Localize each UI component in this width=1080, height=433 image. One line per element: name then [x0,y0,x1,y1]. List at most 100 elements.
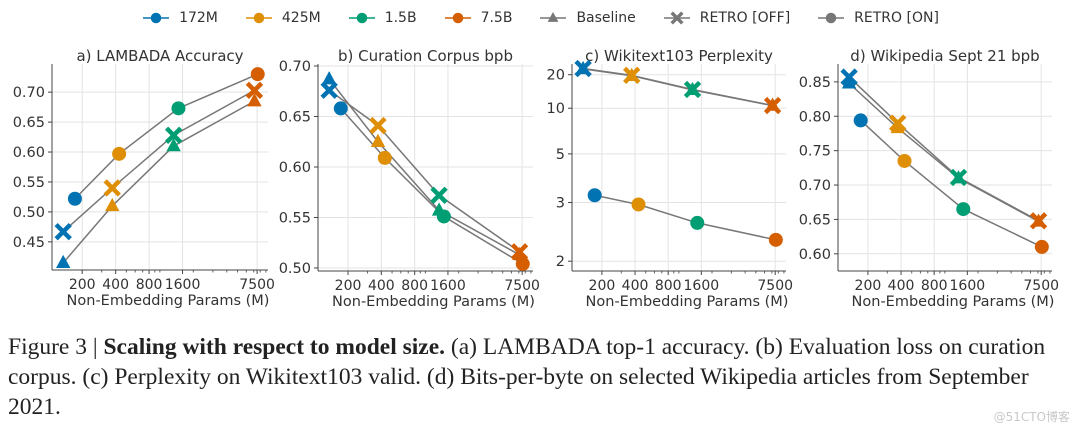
y-tick-label: 5 [556,147,565,163]
x-tick-label: 400 [622,278,649,294]
legend-marker [548,12,559,22]
data-point-x [369,116,387,135]
x-tick-label: 800 [655,278,682,294]
x-tick-label: 1600 [430,278,466,294]
y-tick-label: 0.50 [279,261,311,277]
data-point-x [430,186,448,204]
legend-label: 172M [179,10,218,26]
legend-circle-icon [444,12,471,24]
legend-marker [253,12,265,24]
series-line [74,73,259,200]
x-tick-label: 400 [888,278,915,294]
chart-title: d) Wikipedia Sept 21 bpb [850,47,1039,65]
legend-label: 7.5B [480,10,513,26]
y-tick-label: 0.60 [279,160,311,176]
data-point-x [763,96,782,115]
chart-title: c) Wikitext103 Perplexity [585,47,773,65]
x-tick-label: 1600 [165,277,201,293]
data-point-triangle [841,75,857,89]
chart-panel-c: 200 400 800 1600 7500 2 3 5 10 20 c) Wikitext103 P… [547,47,793,310]
data-point-circle [587,188,602,203]
y-tick-label: 0.55 [279,210,311,226]
legend-x-icon [663,11,690,25]
legend-marker [452,12,463,24]
series-baseline [62,100,255,264]
x-tick-label: 200 [589,278,616,294]
data-point-x [840,68,858,86]
data-point-x [949,168,968,187]
legend-label: Baseline [576,10,636,26]
x-tick-label: 200 [855,278,882,294]
legend-label: 425M [281,10,321,26]
chart-panel-d: 200 400 800 1600 7500 0.60 0.65 0.70 0.75 0.80 0.8… [799,47,1059,310]
figure-charts: 200 400 800 1600 75000.450.500.550.600.650.7… [13,47,1059,310]
series-markers [321,71,527,261]
series-markers [853,113,1049,254]
series-baseline [328,78,520,256]
series-line [594,194,776,241]
y-tick-label: 0.65 [13,115,45,131]
y-tick-label: 0.45 [13,235,45,251]
legend-circle-icon [348,12,375,24]
data-point-circle [631,197,646,212]
x-axis-label: Non-Embedding Params (M) [67,293,270,309]
data-point-circle [436,209,451,224]
data-point-x [683,80,702,99]
y-tick-label: 0.70 [799,178,831,194]
data-point-triangle [247,93,262,107]
series-retro-on [594,194,776,241]
data-point-circle [377,150,392,165]
data-point-circle [1034,239,1049,254]
legend-label: 1.5B [384,10,417,26]
x-tick-label: 7500 [1023,278,1059,294]
caption-text: (a) LAMBADA top-1 accuracy. (b) Evaluati… [8,334,1046,420]
legend-item: 425M [244,10,321,26]
series-retro-on [860,119,1043,248]
data-point-circle [67,191,82,206]
caption-bold: Scaling with respect to model size. [103,334,446,360]
legend-circle-icon [143,12,170,24]
data-point-x [164,126,183,144]
x-tick-label: 800 [921,278,948,294]
data-point-x [889,114,907,132]
series-markers [56,93,262,269]
x-tick-label: 800 [136,277,163,293]
legend-item: 7.5B [443,10,513,26]
data-point-triangle [321,71,337,85]
series-line [62,89,255,233]
legend: 172M 425M 1.5B 7.5B Baseline RETRO [OFF] RETRO… [0,10,1080,26]
legend-triangle-icon [540,12,567,22]
data-point-x [1029,212,1048,230]
legend-label: RETRO [OFF] [699,10,791,26]
x-tick-label: 400 [102,277,129,293]
x-tick-label: 800 [401,278,428,294]
chart-title: b) Curation Corpus bpb [338,47,513,65]
series-markers [587,188,783,247]
chart-title: a) LAMBADA Accuracy [76,47,243,65]
series-markers [67,67,265,206]
y-tick-label: 2 [556,254,565,270]
data-point-circle [171,101,186,116]
series-line [62,100,255,264]
series-markers [840,68,1048,230]
series-retro-off [848,76,1039,222]
y-tick-label: 0.70 [13,85,45,101]
x-tick-label: 200 [335,278,362,294]
series-markers [574,59,782,115]
series-markers [54,81,264,241]
x-tick-label: 7500 [239,277,275,293]
data-point-circle [333,101,348,116]
x-tick-label: 7500 [757,278,793,294]
series-retro-off [328,89,520,253]
series-line [340,107,524,265]
data-point-x [510,243,529,261]
data-point-circle [956,202,971,217]
x-axis-label: Non-Embedding Params (M) [332,294,535,310]
series-retro-on [340,107,524,265]
series-line [848,76,1039,222]
data-point-x [103,179,121,197]
watermark: @51CTO博客 [993,410,1070,424]
legend-marker [150,12,162,24]
legend-circle-icon [818,12,845,24]
data-point-circle [853,113,868,128]
